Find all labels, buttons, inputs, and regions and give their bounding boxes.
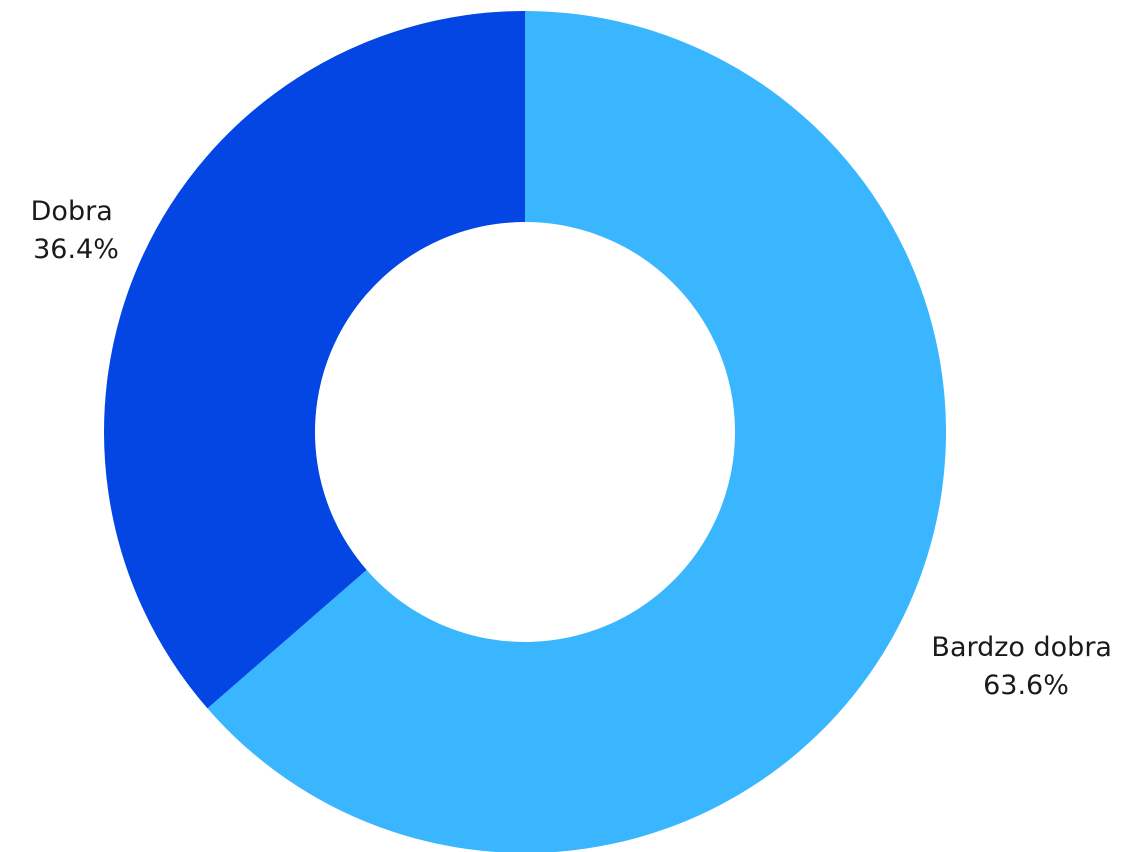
slice-bardzo-dobra	[207, 11, 946, 852]
slice-label-dobra: Dobra 36.4%	[31, 196, 122, 265]
chart-labels: Bardzo dobra 63.6% Dobra 36.4%	[31, 196, 1120, 701]
slice-dobra	[103, 11, 525, 709]
slice-percent-dobra: 36.4%	[33, 234, 119, 265]
chart-slices	[103, 11, 946, 852]
slice-label-bardzo-dobra: Bardzo dobra 63.6%	[931, 632, 1120, 701]
slice-percent-bardzo-dobra: 63.6%	[983, 670, 1069, 701]
slice-name-bardzo-dobra: Bardzo dobra	[931, 632, 1112, 663]
slice-name-dobra: Dobra	[31, 196, 113, 227]
